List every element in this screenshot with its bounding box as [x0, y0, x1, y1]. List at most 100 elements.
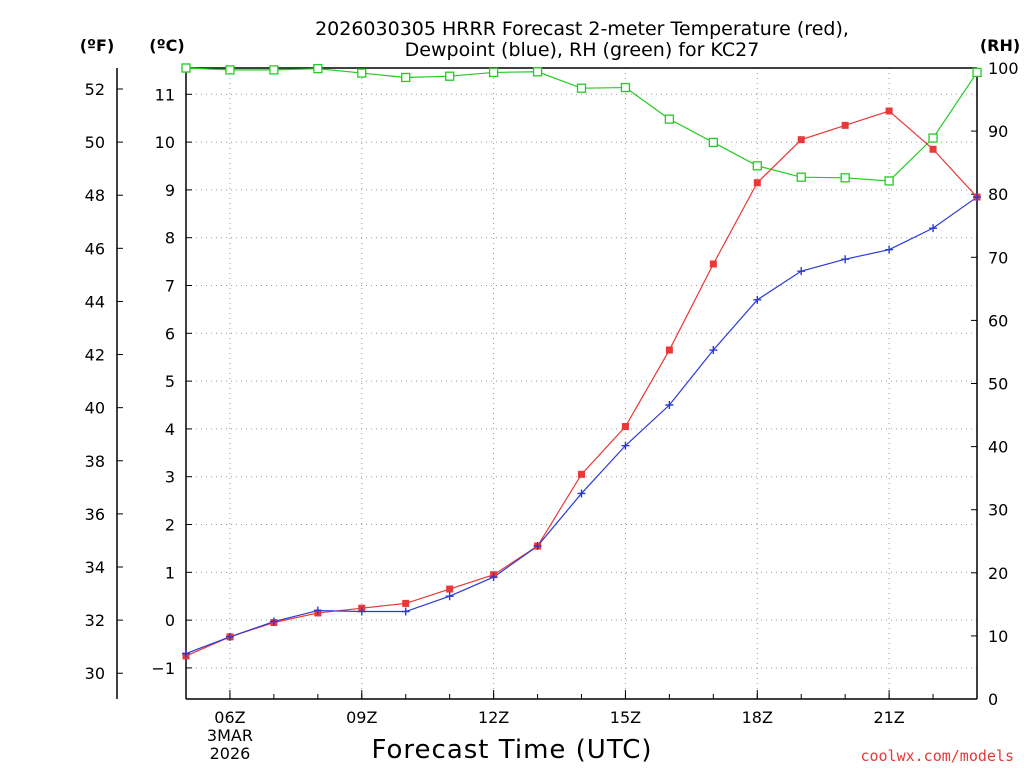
x-tick-label: 09Z	[346, 708, 377, 727]
rh-tick-label: 30	[988, 501, 1008, 520]
c-tick-label: −1	[151, 659, 175, 678]
rh-tick-label: 80	[988, 185, 1008, 204]
rh-point	[972, 67, 982, 78]
rh-tick-label: 50	[988, 375, 1008, 394]
x-tick-year: 2026	[210, 744, 251, 763]
f-tick-label: 50	[85, 133, 105, 152]
rh-point	[269, 65, 279, 75]
rh-tick-label: 40	[988, 438, 1008, 457]
temperature-point	[797, 136, 805, 144]
x-tick-label: 21Z	[873, 708, 904, 727]
temperature-point	[709, 260, 717, 268]
rh-point	[532, 67, 543, 77]
c-tick-label: 8	[165, 229, 175, 248]
c-tick-label: 7	[165, 277, 175, 296]
dewpoint-line	[185, 196, 978, 655]
temperature-point	[578, 470, 585, 478]
temperature-point	[665, 346, 673, 354]
f-tick-label: 46	[85, 239, 105, 258]
c-tick-label: 6	[165, 324, 175, 343]
fahrenheit-axis: 30 32 34 36 38 40 42 44 46 48 50 52	[85, 80, 123, 683]
dewpoint-point	[621, 441, 630, 450]
rh-tick-label: 90	[988, 122, 1008, 141]
rh-tick-label: 70	[988, 248, 1008, 267]
c-tick-label: 9	[165, 181, 175, 200]
rh-point	[357, 68, 367, 78]
temperature-point	[929, 145, 937, 153]
dewpoint-point	[313, 606, 322, 615]
f-tick-label: 32	[85, 611, 105, 630]
temperature-line	[185, 110, 978, 657]
rh-point	[708, 137, 718, 148]
dewpoint-point	[533, 542, 542, 551]
c-tick-label: 5	[165, 372, 175, 391]
dewpoint-point	[445, 592, 454, 601]
f-tick-label: 52	[85, 80, 105, 99]
dewpoint-point	[665, 401, 674, 410]
f-tick-label: 40	[85, 399, 105, 418]
c-tick-label: 11	[155, 85, 175, 104]
rh-axis: 0 10 20 30 40 50 60 70 80 90 100	[971, 59, 1019, 709]
dewpoint-point	[709, 346, 718, 355]
chart-title-line2: Dewpoint (blue), RH (green) for KC27	[405, 39, 760, 61]
dewpoint-point	[357, 607, 366, 616]
rh-point	[620, 82, 631, 93]
dewpoint-point	[753, 295, 762, 304]
dewpoint-point	[401, 607, 410, 616]
rh-point	[445, 71, 455, 81]
rh-point	[752, 161, 762, 171]
temperature-point	[753, 179, 761, 187]
dewpoint-point	[929, 224, 938, 233]
x-tick-date: 3MAR	[207, 726, 253, 745]
c-tick-label: 4	[165, 420, 175, 439]
dewpoint-point	[841, 255, 850, 264]
f-tick-label: 48	[85, 186, 105, 205]
temperature-point	[841, 121, 849, 129]
x-tick-label: 12Z	[478, 708, 509, 727]
dewpoint-point	[973, 193, 981, 202]
rh-tick-label: 20	[988, 564, 1008, 583]
rh-point	[664, 114, 675, 124]
rh-point	[225, 65, 235, 75]
celsius-axis: −1 0 1 2 3 4 5 6 7 8 9 10 11	[151, 85, 192, 678]
dewpoint-point	[182, 649, 190, 658]
rh-point	[928, 133, 938, 143]
rh-tick-label: 100	[988, 59, 1019, 78]
rh-point	[313, 63, 323, 74]
temperature-point	[402, 599, 410, 607]
c-tick-label: 2	[165, 516, 175, 535]
c-tick-label: 1	[165, 563, 175, 582]
c-tick-label: 0	[165, 611, 175, 630]
rh-point	[401, 72, 411, 83]
dewpoint-point	[577, 489, 586, 498]
dewpoint-point	[225, 632, 234, 641]
rh-point	[488, 67, 499, 78]
rh-tick-label: 60	[988, 311, 1008, 330]
fahrenheit-unit-label: (ºF)	[80, 36, 115, 55]
rh-point	[181, 63, 191, 73]
dewpoint-point	[797, 267, 806, 276]
dewpoint-point	[489, 573, 498, 582]
f-tick-label: 38	[85, 452, 105, 471]
dewpoint-point	[269, 617, 278, 626]
temperature-point	[446, 585, 454, 593]
x-axis-label: Forecast Time (UTC)	[371, 735, 652, 765]
temperature-point	[621, 423, 629, 431]
rh-point	[884, 176, 894, 186]
gridlines	[186, 68, 977, 699]
dewpoint-point	[885, 245, 894, 254]
f-tick-label: 42	[85, 346, 105, 365]
chart-title-line1: 2026030305 HRRR Forecast 2-meter Tempera…	[315, 18, 849, 40]
rh-tick-label: 0	[988, 690, 998, 709]
x-tick-label: 06Z	[214, 708, 245, 727]
c-tick-label: 10	[155, 133, 175, 152]
credit-text: coolwx.com/models	[860, 747, 1014, 765]
celsius-unit-label: (ºC)	[149, 36, 184, 55]
f-tick-label: 44	[85, 292, 105, 311]
x-tick-label: 18Z	[742, 708, 773, 727]
c-tick-label: 3	[165, 468, 175, 487]
f-tick-label: 36	[85, 505, 105, 524]
f-tick-label: 30	[85, 664, 105, 683]
x-tick-label: 15Z	[610, 708, 641, 727]
